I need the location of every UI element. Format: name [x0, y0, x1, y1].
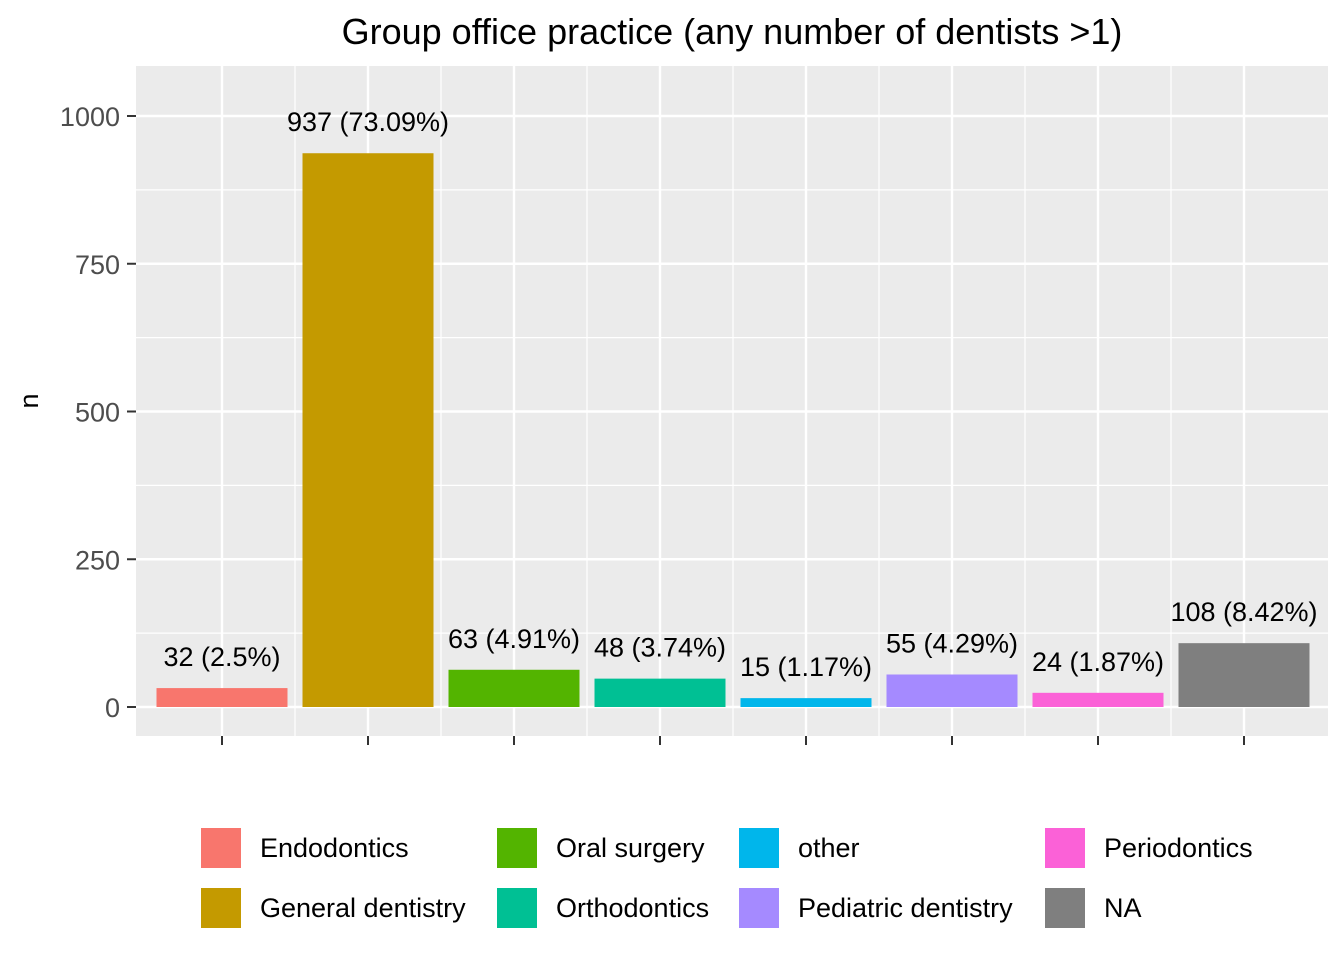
bar-oral-surgery	[448, 669, 580, 707]
bar-data-label: 55 (4.29%)	[886, 628, 1018, 658]
y-tick-label: 500	[75, 398, 120, 428]
y-tick-label: 0	[105, 693, 120, 723]
bar-data-label: 15 (1.17%)	[740, 652, 872, 682]
y-axis-label: n	[14, 393, 44, 408]
bar-other	[740, 698, 872, 707]
bar-endodontics	[156, 688, 288, 707]
y-tick-label: 250	[75, 545, 120, 575]
bar-labels: 32 (2.5%) 937 (73.09%) 63 (4.91%) 48 (3.74%…	[163, 107, 1317, 682]
y-axis: 0 250 500 750 1000	[60, 102, 136, 723]
bar-data-label: 24 (1.87%)	[1032, 647, 1164, 677]
bar-orthodontics	[594, 678, 726, 707]
y-tick-label: 750	[75, 250, 120, 280]
bar-data-label: 108 (8.42%)	[1170, 597, 1317, 627]
bar-na	[1178, 643, 1310, 707]
bar-data-label: 32 (2.5%)	[163, 642, 280, 672]
bar-data-label: 937 (73.09%)	[287, 107, 449, 137]
bar-general-dentistry	[302, 153, 434, 707]
bar-periodontics	[1032, 692, 1164, 707]
chart-title: Group office practice (any number of den…	[342, 11, 1123, 52]
x-axis-ticks	[221, 736, 1245, 745]
bars	[156, 153, 1310, 707]
bar-data-label: 63 (4.91%)	[448, 624, 580, 654]
bar-pediatric-dentistry	[886, 674, 1018, 707]
y-tick-label: 1000	[60, 102, 120, 132]
bar-data-label: 48 (3.74%)	[594, 633, 726, 663]
